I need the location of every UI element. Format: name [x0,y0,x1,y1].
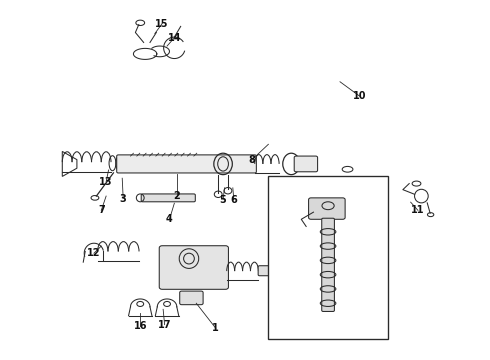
Text: 17: 17 [158,320,172,330]
Text: 13: 13 [99,177,113,187]
Text: 9: 9 [332,198,339,208]
Text: 7: 7 [98,205,105,215]
Bar [269,176,388,339]
FancyBboxPatch shape [258,266,290,276]
FancyBboxPatch shape [180,291,203,305]
Text: 5: 5 [220,195,226,204]
FancyBboxPatch shape [117,155,256,173]
Text: 15: 15 [155,18,169,28]
FancyBboxPatch shape [309,198,345,219]
Text: 4: 4 [166,214,173,224]
Text: 1: 1 [212,323,219,333]
FancyBboxPatch shape [322,218,334,311]
Text: 8: 8 [248,156,255,165]
Text: 14: 14 [168,33,181,43]
Text: 6: 6 [230,195,237,204]
FancyBboxPatch shape [294,156,318,172]
Text: 16: 16 [133,321,147,331]
Text: 12: 12 [87,248,101,258]
Text: 11: 11 [411,205,425,215]
Text: 2: 2 [173,191,180,201]
Text: 3: 3 [120,194,126,203]
FancyBboxPatch shape [141,194,196,202]
Text: 10: 10 [353,91,366,101]
FancyBboxPatch shape [159,246,228,289]
